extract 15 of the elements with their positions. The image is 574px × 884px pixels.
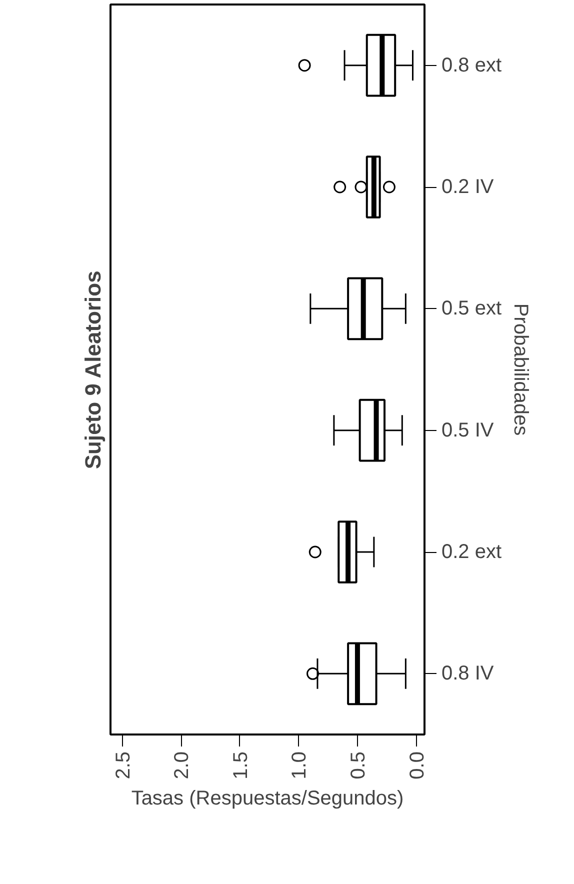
x-tick-label: 1.5 (230, 751, 252, 780)
y-tick-label: 0.2 ext (442, 541, 502, 563)
x-tick-label: 0.0 (406, 751, 428, 780)
y-axis-title: Probabilidades (510, 303, 532, 436)
y-tick-label: 0.8 ext (442, 54, 502, 76)
x-axis-title: Tasas (Respuestas/Segundos) (131, 787, 404, 810)
y-tick-label: 0.8 IV (442, 662, 494, 685)
x-tick-label: 2.0 (171, 751, 194, 780)
y-tick-label: 0.2 IV (442, 176, 494, 198)
x-tick-label: 2.5 (112, 751, 134, 780)
x-tick-label: 1.0 (288, 751, 311, 780)
y-tick-label: 0.5 ext (442, 298, 502, 320)
y-tick-label: 0.5 IV (442, 419, 494, 442)
text: Sujeto 9 Aleatorios (80, 270, 106, 470)
x-tick-label: 0.5 (347, 751, 370, 780)
